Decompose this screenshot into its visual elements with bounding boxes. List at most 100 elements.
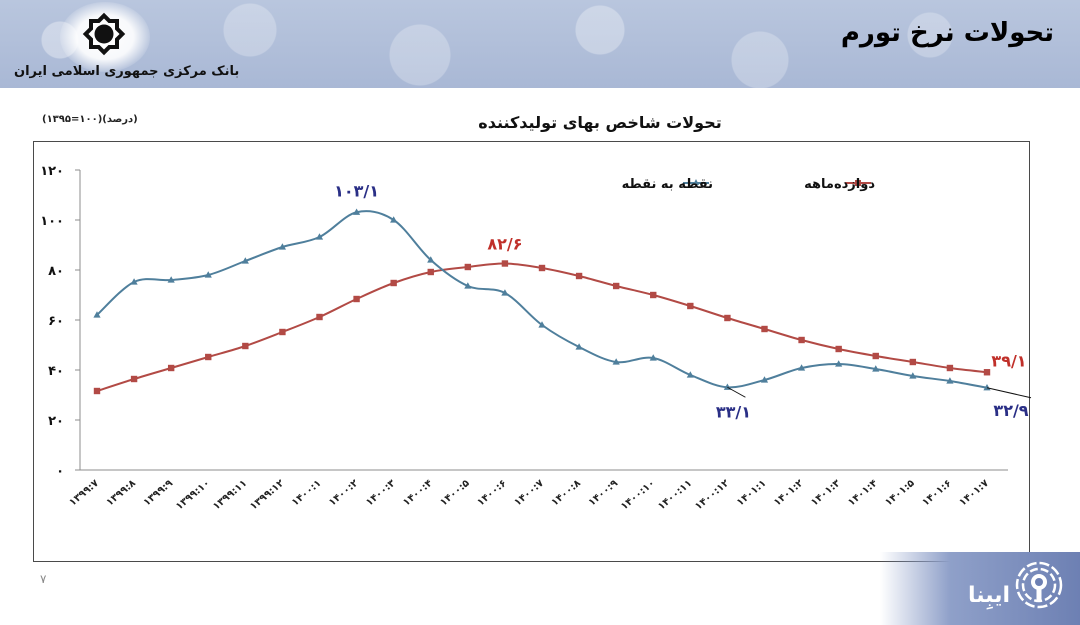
data-point-triangle (612, 358, 620, 365)
data-point-triangle (946, 377, 954, 384)
data-point-triangle (872, 365, 880, 372)
data-point-triangle (501, 289, 509, 296)
legend-item: دوازده‌ماهه (804, 177, 875, 192)
series-square (93, 260, 991, 395)
data-point-square (279, 328, 286, 336)
data-point-triangle (464, 282, 472, 289)
x-tick-label: ۱۴۰۰:۱۲ (693, 478, 731, 513)
data-point-square (650, 291, 657, 299)
watermark-text: ایبِنا (967, 583, 1010, 608)
data-point-triangle (390, 216, 398, 223)
data-point-triangle (686, 371, 694, 378)
data-point-square (93, 387, 101, 395)
central-bank-logo-icon (82, 12, 126, 56)
data-point-square (946, 364, 954, 372)
chart-frame (33, 141, 1030, 562)
y-tick-label: ۰ (56, 464, 64, 479)
x-tick-label: ۱۴۰۰:۷ (512, 478, 546, 509)
x-tick-label: ۱۴۰۰:۸ (549, 478, 583, 509)
x-tick-label: ۱۳۹۹:۷ (67, 478, 101, 509)
data-point-square (390, 279, 397, 287)
legend-label: دوازده‌ماهه (804, 177, 875, 192)
data-point-triangle (278, 243, 287, 250)
data-point-triangle (315, 233, 324, 240)
data-point-triangle (204, 271, 212, 278)
data-point-square (427, 268, 434, 276)
chart-legend: نقطه به نقطه دوازده‌ماهه (622, 177, 876, 192)
data-point-square (353, 295, 360, 303)
data-point-square (612, 282, 620, 290)
x-tick-label: ۱۴۰۱:۳ (809, 478, 843, 509)
chart-title: تحولات شاخص بهای تولیدکننده (478, 113, 722, 132)
x-tick-label: ۱۴۰۱:۱ (735, 478, 769, 509)
y-tick-label: ۱۰۰ (40, 214, 64, 229)
y-tick-label: ۶۰ (48, 314, 64, 329)
x-tick-label: ۱۴۰۰:۵ (438, 478, 472, 509)
chart-unit-note: (درصد)(۱۰۰=۱۳۹۵) (42, 114, 138, 125)
x-tick-label: ۱۴۰۱:۶ (920, 478, 954, 509)
x-tick-label: ۱۳۹۹:۱۲ (248, 478, 286, 513)
data-point-square (464, 263, 472, 271)
legend-item: نقطه به نقطه (622, 177, 713, 192)
data-point-square (983, 369, 991, 376)
x-tick-label: ۱۴۰۱:۷ (957, 478, 991, 509)
data-label: ۳۲/۹ (993, 401, 1028, 420)
x-tick-label: ۱۳۹۹:۱۰ (174, 478, 212, 513)
x-tick-label: ۱۴۰۰:۲ (327, 478, 361, 509)
data-point-triangle (538, 321, 546, 328)
x-tick-label: ۱۴۰۰:۳ (364, 478, 398, 509)
x-tick-label: ۱۴۰۰:۴ (401, 478, 435, 509)
legend-label: نقطه به نقطه (622, 177, 713, 192)
y-tick-label: ۴۰ (48, 364, 64, 379)
data-point-square (205, 353, 212, 361)
data-point-triangle (575, 343, 583, 350)
x-tick-label: ۱۴۰۰:۶ (475, 478, 509, 509)
y-tick-label: ۸۰ (48, 264, 64, 279)
data-label: ۳۹/۱ (991, 351, 1026, 370)
data-point-square (909, 358, 917, 366)
x-tick-label: ۱۴۰۱:۴ (846, 478, 880, 509)
data-point-triangle (352, 208, 361, 215)
data-point-square (538, 264, 546, 272)
page-heading: تحولات نرخ تورم (840, 18, 1054, 48)
x-tick-label: ۱۳۹۹:۹ (142, 478, 176, 509)
chart-axes: ۰ ۲۰ ۴۰ ۶۰ ۸۰ ۱۰۰ ۱۲۰ ۱۳۹۹:۷ ۱۳۹۹:۸ ۱۳۹۹:۹۱۳۹۹:۱۰… (40, 164, 1008, 512)
x-tick-label: ۱۳۹۹:۱۱ (211, 478, 249, 513)
data-point-square (761, 325, 768, 333)
data-point-square (724, 314, 731, 322)
data-point-triangle (983, 383, 991, 391)
data-point-triangle (427, 256, 435, 263)
page-number: ۷ (40, 572, 47, 586)
data-point-triangle (130, 278, 138, 285)
y-tick-label: ۲۰ (48, 414, 64, 429)
data-point-triangle (241, 257, 249, 264)
data-point-triangle (797, 364, 806, 371)
chart-series (93, 208, 991, 395)
data-point-square (687, 302, 694, 310)
data-point-square (575, 272, 583, 280)
data-point-square (167, 364, 175, 372)
data-point-square (872, 352, 879, 360)
x-tick-label: ۱۴۰۰:۱ (290, 478, 324, 509)
data-point-square (316, 313, 323, 321)
data-label: ۳۳/۱ (716, 402, 751, 421)
bank-name: بانک مرکزی جمهوری اسلامی ایران (14, 64, 240, 79)
data-label: ۸۲/۶ (487, 235, 522, 254)
x-tick-label: ۱۳۹۹:۸ (104, 478, 138, 509)
data-point-square (798, 336, 805, 344)
x-tick-label: ۱۴۰۱:۵ (883, 478, 917, 509)
header-banner: بانک مرکزی جمهوری اسلامی ایران تحولات نر… (0, 0, 1080, 88)
data-point-triangle (649, 354, 657, 361)
ibna-broadcast-icon (1015, 561, 1063, 609)
data-point-triangle (760, 376, 769, 383)
data-point-square (501, 260, 509, 267)
data-point-triangle (909, 372, 917, 379)
y-tick-label: ۱۲۰ (40, 164, 64, 179)
data-point-square (130, 375, 138, 383)
data-point-triangle (93, 311, 101, 318)
x-tick-label: ۱۴۰۰:۹ (587, 478, 621, 509)
data-label: ۱۰۳/۱ (334, 181, 379, 200)
data-point-square (835, 345, 842, 353)
data-point-triangle (167, 276, 175, 283)
